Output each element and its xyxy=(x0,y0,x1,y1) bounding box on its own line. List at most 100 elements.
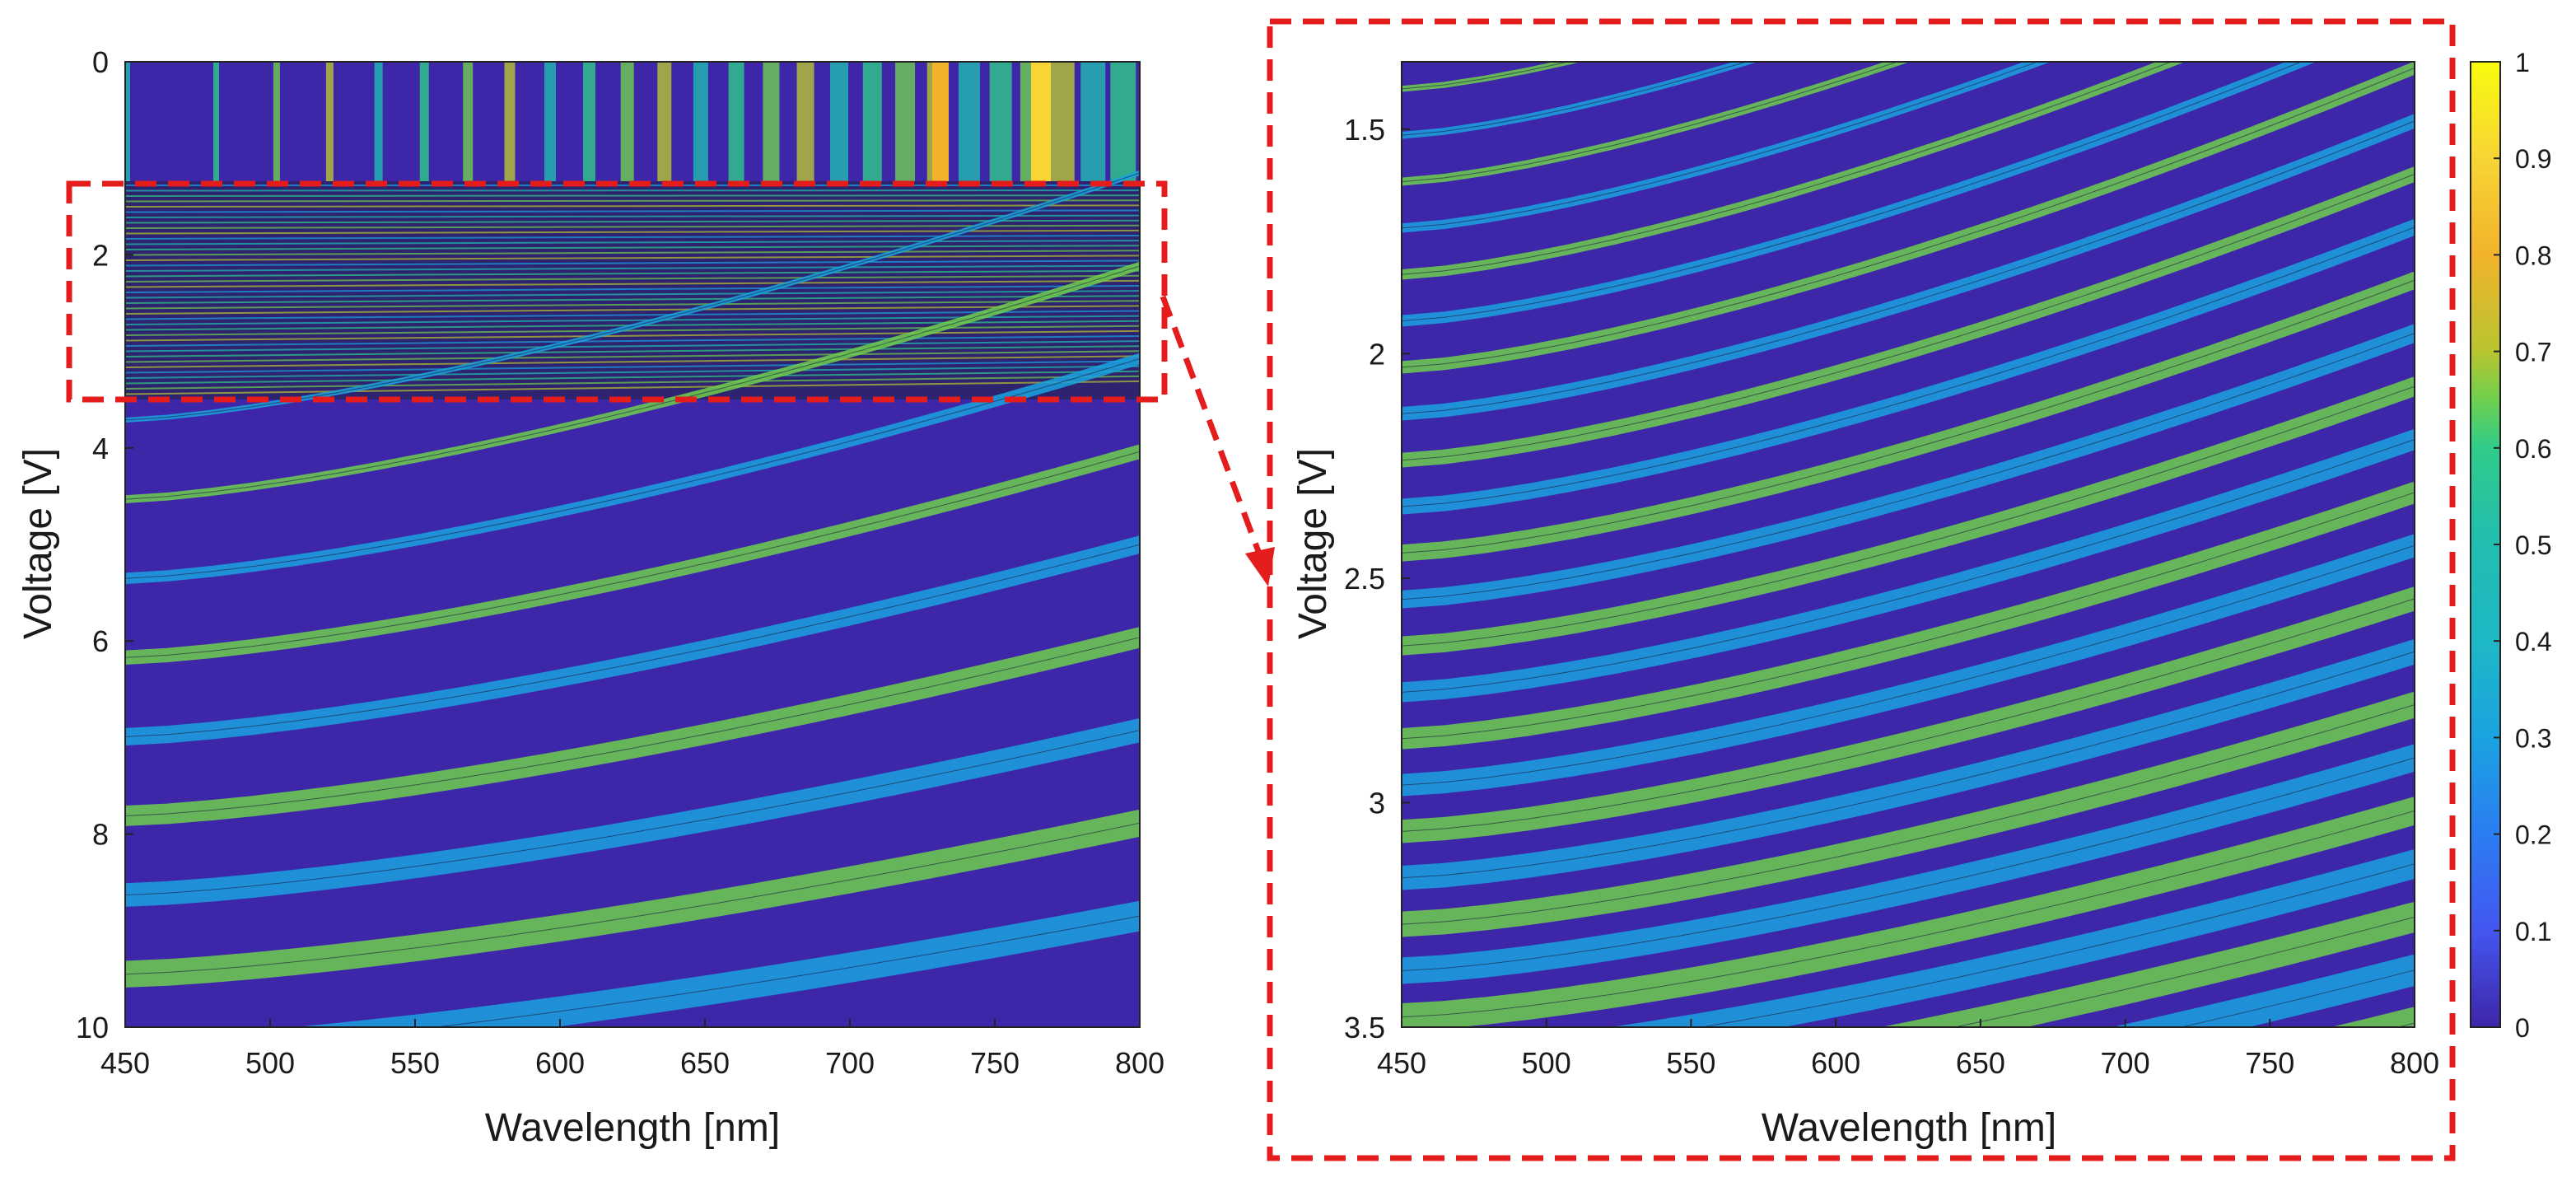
left-x-tick-label: 550 xyxy=(390,1046,440,1080)
right-x-tick-label: 650 xyxy=(1956,1046,2005,1080)
right-y-tick-label: 2.5 xyxy=(1344,562,1385,596)
left-vertical-fringe xyxy=(273,62,280,181)
left-dense-fringe xyxy=(125,370,1140,385)
colorbar-tick-label: 0.3 xyxy=(2515,723,2551,753)
left-vertical-fringe xyxy=(325,62,334,181)
left-dense-fringe xyxy=(125,350,1140,363)
zoom-arrow xyxy=(1160,295,1275,586)
left-dense-fringe xyxy=(125,269,1140,278)
left-contour-line xyxy=(125,730,1140,896)
right-y-tick-label: 3 xyxy=(1369,786,1385,820)
colorbar-tick-label: 0.1 xyxy=(2515,917,2551,946)
left-vertical-fringe xyxy=(829,62,848,181)
left-dense-fringe xyxy=(125,235,1140,240)
left-y-axis-label: Voltage [V] xyxy=(16,448,60,639)
colorbar-tick-label: 0.7 xyxy=(2515,338,2551,367)
left-dense-fringe xyxy=(125,340,1140,353)
left-x-tick-label: 700 xyxy=(825,1046,875,1080)
left-dense-fringe xyxy=(125,325,1140,336)
left-vertical-fringe xyxy=(932,62,949,181)
left-dense-fringe xyxy=(125,300,1140,310)
right-contour-line xyxy=(1402,62,2303,322)
left-y-tick-label: 4 xyxy=(92,432,109,465)
left-vertical-fringe xyxy=(958,62,980,181)
left-dense-fringe xyxy=(125,240,1140,245)
right-x-axis-label: Wavelength [nm] xyxy=(1762,1106,2056,1150)
left-y-tick-label: 8 xyxy=(92,818,109,852)
colorbar-gradient xyxy=(2470,61,2501,1028)
left-dense-fringe xyxy=(125,329,1140,342)
left-dense-fringe xyxy=(125,199,1140,203)
left-vertical-fringe xyxy=(1080,62,1106,181)
left-x-tick-label: 600 xyxy=(535,1046,585,1080)
left-y-tick-label: 0 xyxy=(92,45,109,79)
right-contour-line xyxy=(1402,544,2415,786)
colorbar-tick-label: 0.5 xyxy=(2515,530,2551,560)
left-dense-fringe xyxy=(125,224,1140,229)
left-vertical-fringe xyxy=(895,62,916,181)
left-vertical-fringe xyxy=(1050,62,1075,181)
left-vertical-fringe xyxy=(582,62,595,181)
right-contour-line xyxy=(1402,598,2415,832)
colorbar-tick-label: 1 xyxy=(2515,48,2530,77)
left-dense-fringe xyxy=(125,250,1140,256)
colorbar-tick-label: 0.8 xyxy=(2515,241,2551,270)
right-zoom-frame xyxy=(1267,18,2456,1161)
left-vertical-fringe xyxy=(657,62,672,181)
right-x-tick-label: 700 xyxy=(2101,1046,2150,1080)
right-contour-line xyxy=(1402,385,2415,647)
right-contour-line xyxy=(1699,863,2415,1027)
left-dense-fringe xyxy=(125,290,1140,299)
right-contour-line xyxy=(1402,62,1748,136)
left-dense-fringe xyxy=(125,219,1140,224)
colorbar-tick-label: 0.4 xyxy=(2515,627,2551,656)
right-x-tick-label: 550 xyxy=(1666,1046,1715,1080)
left-dense-fringe xyxy=(125,274,1140,283)
left-contour-line xyxy=(125,822,1140,975)
colorbar-tick-label: 0.6 xyxy=(2515,434,2551,464)
left-dense-fringe xyxy=(125,335,1140,347)
left-y-tick-label: 2 xyxy=(92,238,109,272)
left-contour-line xyxy=(125,544,1140,737)
left-dense-fringe xyxy=(125,259,1140,267)
right-y-ticks: 1.5 2 2.5 3 3.5 xyxy=(1344,113,1410,1044)
right-y-tick-label: 1.5 xyxy=(1344,113,1385,147)
right-contour-line xyxy=(1402,227,2415,507)
right-x-tick-label: 750 xyxy=(2245,1046,2294,1080)
right-y-axis-label: Voltage [V] xyxy=(1291,448,1335,639)
left-vertical-fringe xyxy=(374,62,383,181)
right-contour-line xyxy=(1953,916,2415,1027)
left-vertical-fringe xyxy=(796,62,814,181)
right-plot-frame xyxy=(1401,61,2415,1028)
left-dense-fringe xyxy=(125,295,1140,304)
right-contour-line xyxy=(2179,969,2415,1027)
left-dense-fringe xyxy=(125,264,1140,272)
left-dense-fringe xyxy=(125,279,1140,288)
left-dense-fringe xyxy=(125,214,1140,218)
right-contour-bands xyxy=(1402,62,2415,1027)
right-contour-line xyxy=(1402,173,2415,461)
right-contour-line xyxy=(1402,62,1899,183)
left-vertical-fringe xyxy=(504,62,516,181)
left-contour-line xyxy=(432,915,1140,1027)
left-contour-line xyxy=(125,265,1140,500)
left-contour-bands xyxy=(125,62,1140,1027)
left-vertical-fringe xyxy=(989,62,1012,181)
left-dense-fringe xyxy=(125,209,1140,213)
left-x-tick-label: 650 xyxy=(680,1046,730,1080)
left-x-tick-label: 800 xyxy=(1115,1046,1164,1080)
right-y-tick-label: 3.5 xyxy=(1344,1011,1385,1044)
left-vertical-fringe xyxy=(763,62,780,181)
left-vertical-fringe xyxy=(862,62,882,181)
left-x-tick-label: 500 xyxy=(245,1046,295,1080)
right-contour-line xyxy=(1402,62,2039,229)
left-contour-line xyxy=(125,358,1140,579)
right-x-ticks: 450 500 550 600 650 700 750 800 xyxy=(1377,1019,2439,1080)
left-dense-fringe xyxy=(125,360,1140,374)
left-dense-fringe xyxy=(125,380,1140,395)
left-zoom-highlight-box xyxy=(66,180,1168,403)
right-contour-line xyxy=(1402,120,2415,414)
left-vertical-fringe xyxy=(620,62,634,181)
right-x-tick-label: 600 xyxy=(1811,1046,1860,1080)
